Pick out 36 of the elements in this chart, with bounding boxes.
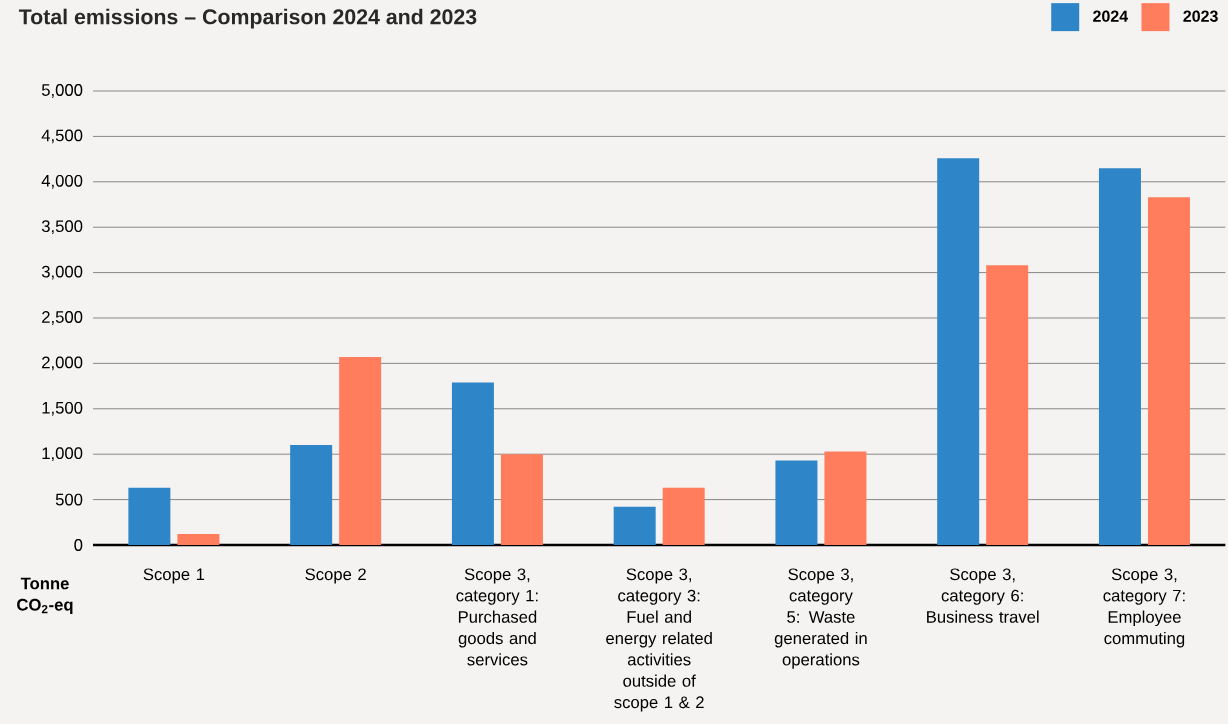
bar bbox=[451, 382, 494, 545]
bar bbox=[824, 451, 867, 545]
bar bbox=[339, 357, 382, 545]
y-tick-label: 500 bbox=[55, 493, 83, 506]
y-axis-title: Tonne CO$_{2}$-eq bbox=[17, 577, 73, 614]
y-tick-label: 0 bbox=[74, 539, 83, 551]
y-tick-label: 4,500 bbox=[41, 129, 83, 144]
x-tick-label: Scope 3, category 1: Purchased goods and services bbox=[456, 568, 538, 666]
chart-title: Total emissions – Comparison 2024 and 2023 bbox=[18, 8, 477, 29]
bar bbox=[290, 445, 333, 545]
bar bbox=[1098, 168, 1141, 545]
bar bbox=[1147, 197, 1190, 545]
bar bbox=[937, 158, 980, 545]
y-tick-label: 5,000 bbox=[41, 84, 83, 98]
y-tick-label: 3,500 bbox=[41, 220, 83, 235]
bar bbox=[662, 487, 705, 545]
x-tick-label: Scope 3, category 6: Business travel bbox=[927, 568, 1039, 623]
y-tick-label: 3,000 bbox=[41, 265, 83, 280]
y-tick-label: 1,500 bbox=[42, 401, 83, 416]
bar bbox=[177, 534, 220, 545]
bar bbox=[128, 487, 171, 545]
legend-label: 2023 bbox=[1183, 10, 1218, 22]
bar bbox=[775, 460, 818, 545]
bar bbox=[613, 506, 656, 545]
y-tick-label: 4,000 bbox=[41, 174, 83, 189]
x-tick-label: Scope 2 bbox=[305, 568, 366, 584]
x-tick-label: Scope 1 bbox=[143, 568, 205, 584]
bar bbox=[500, 454, 543, 545]
y-tick-label: 2,500 bbox=[42, 311, 83, 325]
y-tick-label: 2,000 bbox=[42, 356, 83, 371]
x-tick-label: Scope 3, category 3: Fuel and energy related activities outside of scope 1 & 2 bbox=[606, 568, 712, 712]
y-tick-label: 1,000 bbox=[42, 447, 83, 462]
bar bbox=[986, 265, 1029, 545]
x-tick-label: Scope 3, category 7: Employee commuting bbox=[1103, 568, 1185, 648]
legend-label: 2024 bbox=[1093, 10, 1129, 22]
x-tick-label: Scope 3, category 5: Waste generated in operations bbox=[774, 568, 867, 669]
